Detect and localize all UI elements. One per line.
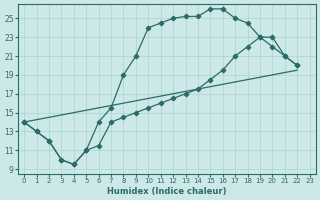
X-axis label: Humidex (Indice chaleur): Humidex (Indice chaleur)	[107, 187, 227, 196]
